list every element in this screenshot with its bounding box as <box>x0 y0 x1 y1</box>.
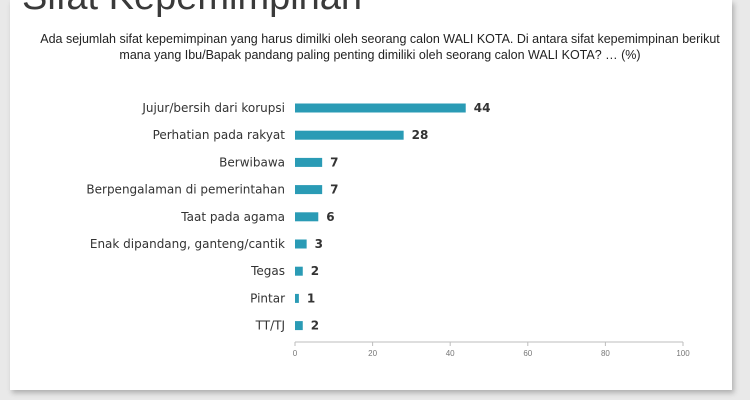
bar-taat-pada-agama <box>295 212 319 222</box>
bar-berwibawa <box>295 157 323 167</box>
category-label-tt-tj: TT/TJ <box>255 319 285 333</box>
value-label-tegas: 2 <box>311 264 319 278</box>
slide: Sifat Kepemimpinan Ada sejumlah sifat ke… <box>10 0 732 390</box>
bar-pintar <box>295 293 299 303</box>
x-tick-label: 60 <box>523 349 532 358</box>
value-label-tt-tj: 2 <box>311 319 319 333</box>
value-label-perhatian-pada-rakyat: 28 <box>412 128 429 142</box>
category-label-tegas: Tegas <box>250 264 285 278</box>
category-label-jujur-bersih-dari-korupsi: Jujur/bersih dari korupsi <box>141 101 285 115</box>
bar-jujur-bersih-dari-korupsi <box>295 103 466 113</box>
value-label-berpengalaman-di-pemerintahan: 7 <box>330 183 338 197</box>
bar-perhatian-pada-rakyat <box>295 130 404 140</box>
x-tick-label: 0 <box>293 349 298 358</box>
bar-enak-dipandang-ganteng-cantik <box>295 239 307 249</box>
bar-tt-tj <box>295 321 303 331</box>
category-label-pintar: Pintar <box>250 291 285 305</box>
category-label-berwibawa: Berwibawa <box>219 155 285 169</box>
bar-tegas <box>295 266 303 276</box>
x-tick-label: 80 <box>601 349 610 358</box>
survey-question: Ada sejumlah sifat kepemimpinan yang har… <box>40 32 720 62</box>
category-label-perhatian-pada-rakyat: Perhatian pada rakyat <box>153 128 286 142</box>
value-label-berwibawa: 7 <box>330 155 338 169</box>
category-label-berpengalaman-di-pemerintahan: Berpengalaman di pemerintahan <box>86 183 285 197</box>
value-label-pintar: 1 <box>307 291 315 305</box>
bar-chart: Jujur/bersih dari korupsi 44 Perhatian pad… <box>86 101 690 358</box>
x-tick-label: 20 <box>368 349 377 358</box>
value-label-jujur-bersih-dari-korupsi: 44 <box>474 101 491 115</box>
slide-title: Sifat Kepemimpinan <box>22 0 362 19</box>
x-tick-label: 100 <box>676 349 690 358</box>
bar-berpengalaman-di-pemerintahan <box>295 185 323 195</box>
value-label-enak-dipandang-ganteng-cantik: 3 <box>315 237 323 251</box>
x-tick-label: 40 <box>446 349 455 358</box>
category-label-taat-pada-agama: Taat pada agama <box>180 210 285 224</box>
category-label-enak-dipandang-ganteng-cantik: Enak dipandang, ganteng/cantik <box>90 237 285 251</box>
value-label-taat-pada-agama: 6 <box>326 210 334 224</box>
